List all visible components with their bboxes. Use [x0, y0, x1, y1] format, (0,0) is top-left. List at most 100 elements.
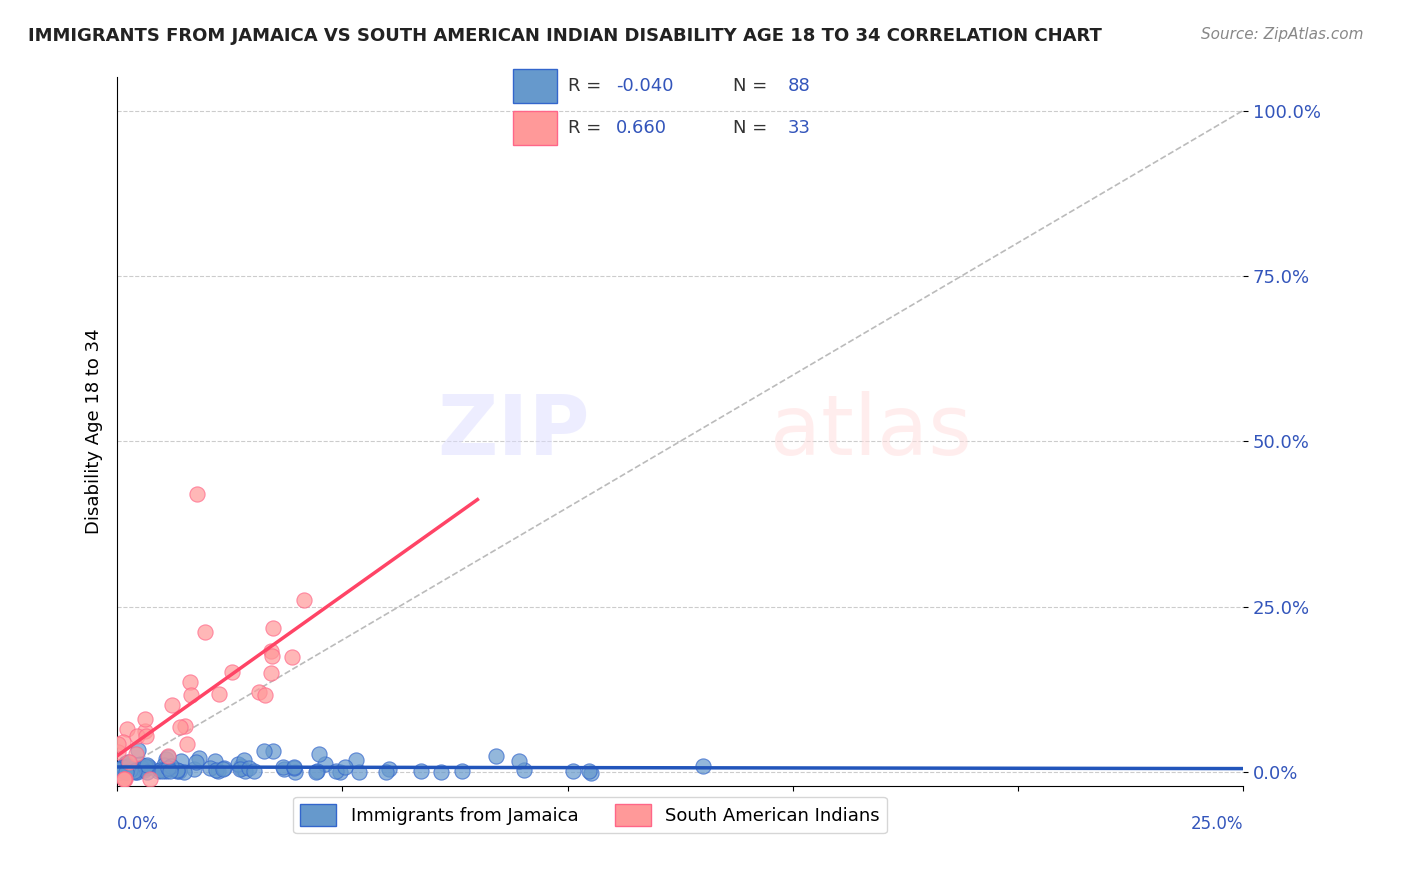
Point [260, 643, 283, 657]
Point [112, 760, 135, 774]
Point [134, 712, 156, 726]
FancyBboxPatch shape [513, 69, 557, 103]
Point [155, 752, 177, 766]
Point [292, 592, 315, 607]
Text: ZIP: ZIP [437, 391, 591, 472]
Point [157, 748, 180, 763]
Point [146, 764, 169, 779]
Point [204, 755, 226, 769]
Point [131, 761, 153, 775]
Point [335, 760, 357, 774]
Point [374, 765, 396, 780]
Point [134, 723, 156, 738]
Point [305, 764, 328, 779]
Point [136, 758, 159, 772]
Point [129, 757, 152, 772]
Point [107, 737, 129, 751]
Point [136, 760, 159, 774]
Point [253, 688, 276, 702]
Point [508, 754, 530, 768]
Point [411, 764, 433, 779]
Point [243, 764, 266, 779]
FancyBboxPatch shape [513, 111, 557, 145]
Text: N =: N = [733, 77, 773, 95]
Point [112, 772, 135, 786]
Point [160, 759, 183, 773]
Point [247, 685, 270, 699]
Point [115, 764, 138, 779]
Point [112, 735, 135, 749]
Point [108, 764, 131, 779]
Point [281, 649, 304, 664]
Point [229, 758, 252, 772]
Point [260, 648, 283, 663]
Point [107, 745, 129, 759]
Point [344, 753, 367, 767]
Point [134, 761, 156, 775]
Point [271, 760, 294, 774]
Point [329, 764, 352, 779]
Point [159, 764, 181, 778]
Text: 88: 88 [787, 77, 810, 95]
Point [167, 764, 190, 779]
Point [155, 764, 177, 778]
Point [188, 751, 211, 765]
Point [135, 729, 157, 743]
Text: atlas: atlas [770, 391, 972, 472]
Point [125, 747, 148, 761]
Point [273, 763, 295, 777]
Point [117, 759, 139, 773]
Point [283, 761, 305, 775]
Text: 33: 33 [787, 119, 811, 136]
Point [578, 764, 600, 778]
Point [166, 763, 188, 777]
Point [159, 761, 181, 775]
Point [166, 764, 188, 778]
Point [111, 762, 134, 776]
Text: R =: R = [568, 77, 607, 95]
Point [107, 763, 129, 777]
Point [150, 764, 173, 779]
Point [173, 764, 195, 779]
Text: R =: R = [568, 119, 607, 136]
Text: N =: N = [733, 119, 773, 136]
Point [231, 761, 253, 775]
Point [179, 675, 201, 690]
Point [194, 625, 217, 640]
Point [692, 759, 714, 773]
Point [112, 764, 135, 778]
Point [378, 762, 401, 776]
Point [118, 763, 141, 777]
Point [208, 687, 231, 701]
Point [205, 763, 228, 777]
Text: 0.0%: 0.0% [117, 815, 159, 833]
Point [513, 763, 536, 777]
Point [579, 765, 602, 780]
Point [284, 764, 307, 779]
Point [232, 754, 254, 768]
Point [112, 772, 135, 786]
Point [253, 743, 276, 757]
Legend: Immigrants from Jamaica, South American Indians: Immigrants from Jamaica, South American … [292, 797, 887, 833]
Point [262, 743, 284, 757]
Point [238, 761, 260, 775]
Point [114, 772, 136, 786]
Y-axis label: Disability Age 18 to 34: Disability Age 18 to 34 [86, 328, 103, 534]
Point [485, 748, 508, 763]
Point [115, 756, 138, 771]
Point [198, 761, 221, 775]
Point [184, 755, 207, 769]
Point [152, 757, 174, 772]
Point [307, 764, 329, 778]
Point [308, 747, 330, 761]
Point [183, 762, 205, 776]
Point [221, 665, 243, 679]
Point [156, 761, 179, 775]
Point [169, 754, 191, 768]
Point [160, 698, 183, 712]
Point [207, 764, 229, 778]
Point [127, 729, 149, 743]
Point [127, 764, 149, 779]
Point [186, 487, 208, 501]
Point [134, 763, 156, 777]
